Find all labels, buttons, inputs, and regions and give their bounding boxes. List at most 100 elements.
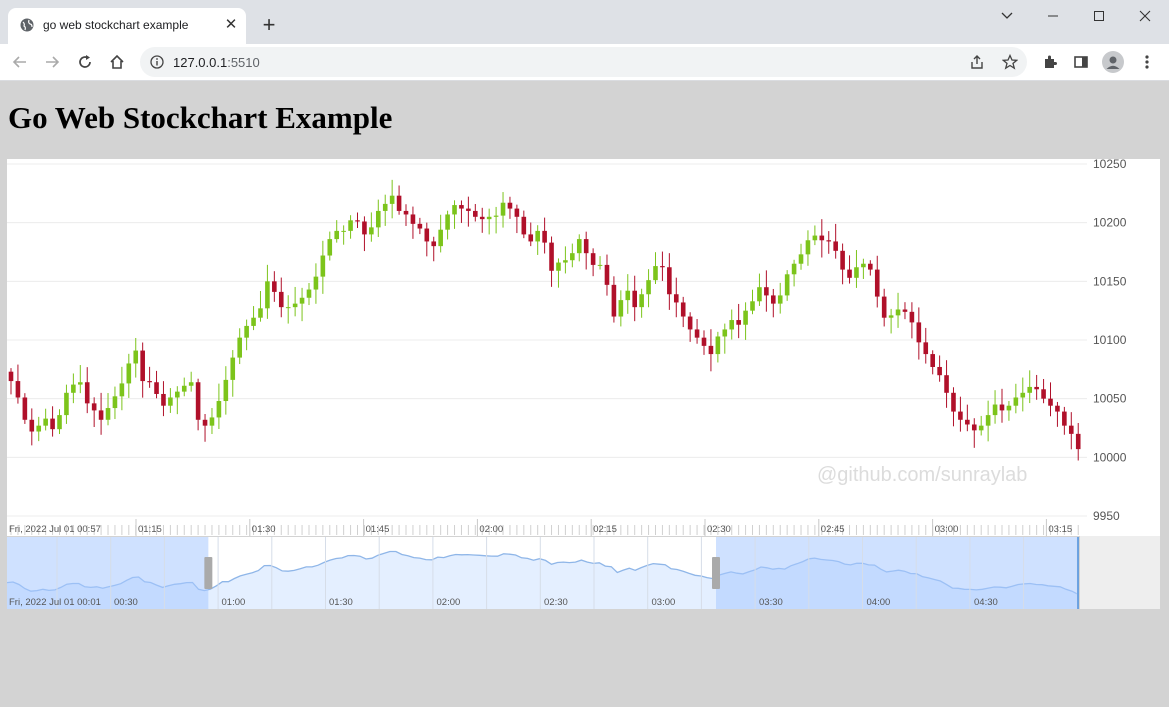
candle-body[interactable]	[251, 317, 256, 326]
candle-body[interactable]	[521, 216, 527, 235]
candle-body[interactable]	[355, 220, 360, 222]
candle-body[interactable]	[71, 384, 76, 393]
candle-body[interactable]	[147, 381, 152, 383]
candle-body[interactable]	[590, 253, 596, 265]
candle-body[interactable]	[292, 303, 298, 308]
bookmark-star-icon[interactable]	[1002, 54, 1018, 70]
candle-body[interactable]	[22, 397, 28, 420]
candle-body[interactable]	[36, 425, 42, 432]
candle-body[interactable]	[285, 307, 291, 309]
candle-body[interactable]	[424, 228, 430, 242]
candle-body[interactable]	[452, 205, 457, 215]
candle-body[interactable]	[202, 419, 208, 426]
candle-body[interactable]	[278, 291, 284, 308]
candle-body[interactable]	[951, 392, 956, 412]
candle-body[interactable]	[819, 235, 825, 241]
candle-body[interactable]	[265, 281, 270, 309]
candle-body[interactable]	[909, 311, 915, 323]
candle-body[interactable]	[341, 230, 346, 232]
candle-body[interactable]	[410, 214, 416, 224]
stock-chart[interactable]: 10250 10200 10150 10100 10050 10000 9950 @githu…	[7, 159, 1160, 609]
candle-body[interactable]	[854, 267, 859, 278]
candle-body[interactable]	[500, 202, 506, 216]
candle-body[interactable]	[556, 262, 561, 271]
candle-body[interactable]	[1034, 386, 1039, 390]
candle-body[interactable]	[1068, 425, 1074, 434]
candle-body[interactable]	[930, 354, 935, 367]
candle-body[interactable]	[445, 214, 450, 230]
home-icon[interactable]	[105, 50, 129, 74]
candle-body[interactable]	[1020, 392, 1026, 398]
candle-body[interactable]	[29, 419, 35, 432]
candle-body[interactable]	[902, 309, 908, 312]
candle-body[interactable]	[334, 230, 340, 240]
candle-body[interactable]	[175, 391, 180, 398]
candle-body[interactable]	[542, 230, 547, 243]
candle-body[interactable]	[576, 239, 582, 254]
candle-body[interactable]	[514, 208, 520, 217]
candle-body[interactable]	[327, 239, 333, 256]
candle-body[interactable]	[992, 404, 998, 416]
candle-body[interactable]	[764, 287, 769, 296]
candle-body[interactable]	[570, 253, 575, 261]
candle-body[interactable]	[653, 266, 658, 281]
share-icon[interactable]	[969, 54, 985, 70]
candle-body[interactable]	[805, 240, 811, 255]
candle-body[interactable]	[874, 269, 880, 297]
candle-body[interactable]	[140, 350, 145, 382]
candle-body[interactable]	[680, 302, 686, 317]
candle-body[interactable]	[389, 195, 395, 204]
candle-body[interactable]	[1006, 405, 1012, 411]
candle-body[interactable]	[1075, 433, 1081, 450]
candle-body[interactable]	[320, 255, 326, 277]
candle-body[interactable]	[493, 215, 499, 217]
candle-body[interactable]	[195, 382, 201, 420]
profile-avatar-icon[interactable]	[1101, 50, 1125, 74]
candle-body[interactable]	[798, 254, 804, 264]
candle-body[interactable]	[958, 411, 963, 420]
candle-body[interactable]	[417, 223, 423, 229]
candle-body[interactable]	[604, 264, 610, 285]
candle-body[interactable]	[847, 269, 852, 278]
candle-body[interactable]	[507, 202, 513, 209]
candle-body[interactable]	[258, 308, 263, 318]
candle-body[interactable]	[916, 322, 922, 343]
candle-body[interactable]	[646, 280, 651, 295]
candle-body[interactable]	[126, 363, 132, 384]
candle-body[interactable]	[812, 235, 818, 241]
candle-body[interactable]	[188, 382, 194, 386]
candle-body[interactable]	[209, 417, 215, 426]
extensions-icon[interactable]	[1038, 50, 1062, 74]
candle-body[interactable]	[791, 263, 797, 275]
candle-body[interactable]	[84, 382, 90, 404]
candle-body[interactable]	[431, 241, 437, 247]
candle-body[interactable]	[597, 264, 603, 266]
candle-body[interactable]	[1013, 397, 1019, 406]
candle-body[interactable]	[57, 415, 62, 430]
candle-body[interactable]	[237, 337, 242, 358]
candle-body[interactable]	[78, 382, 83, 385]
candle-body[interactable]	[1027, 386, 1033, 393]
candle-body[interactable]	[660, 266, 665, 268]
candle-body[interactable]	[181, 385, 187, 392]
candle-body[interactable]	[50, 418, 55, 430]
reload-icon[interactable]	[73, 50, 97, 74]
candle-body[interactable]	[923, 342, 929, 355]
candle-body[interactable]	[438, 229, 443, 247]
candle-body[interactable]	[112, 396, 118, 409]
close-window-icon[interactable]	[1122, 4, 1168, 28]
candle-body[interactable]	[833, 241, 838, 251]
candle-body[interactable]	[708, 345, 714, 355]
candle-body[interactable]	[673, 294, 679, 303]
forward-icon[interactable]	[40, 50, 64, 74]
candle-body[interactable]	[632, 290, 637, 308]
candle-body[interactable]	[466, 208, 471, 211]
candle-body[interactable]	[1041, 389, 1046, 399]
candle-body[interactable]	[486, 216, 492, 220]
candle-body[interactable]	[91, 403, 97, 411]
candle-body[interactable]	[563, 260, 568, 263]
candle-body[interactable]	[687, 316, 693, 330]
candle-body[interactable]	[306, 289, 312, 298]
candle-body[interactable]	[999, 404, 1005, 411]
candle-body[interactable]	[625, 290, 631, 301]
